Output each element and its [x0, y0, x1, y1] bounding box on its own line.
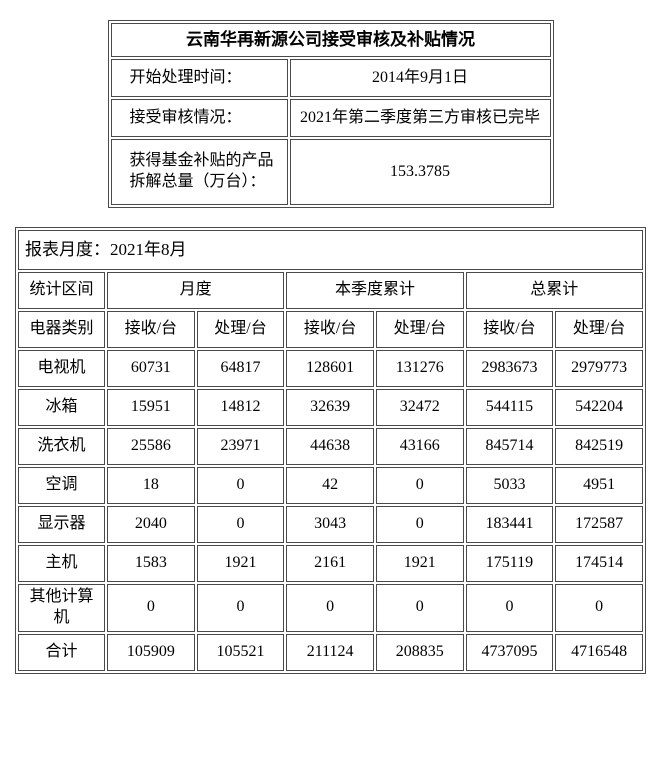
value-cell: 44638 [286, 428, 374, 465]
value-cell: 0 [465, 584, 554, 632]
value-cell: 0 [196, 506, 285, 543]
value-cell: 0 [196, 584, 285, 632]
value-cell: 2040 [107, 506, 195, 543]
info-row-label: 接受审核情况： [110, 99, 288, 137]
period-group-header-total: 总累计 [465, 272, 643, 309]
unit-header-cell: 接收/台 [107, 311, 195, 348]
subsidy-info-table: 云南华再新源公司接受审核及补贴情况 开始处理时间： 2014年9月1日 接受审核… [107, 20, 554, 208]
stat-interval-header: 统计区间 [18, 272, 105, 309]
value-cell: 14812 [196, 389, 285, 426]
value-cell: 542204 [555, 389, 643, 426]
category-column-header: 电器类别 [18, 311, 105, 348]
value-cell: 1921 [375, 545, 464, 582]
info-table-title: 云南华再新源公司接受审核及补贴情况 [110, 23, 551, 57]
value-cell: 0 [286, 584, 374, 632]
value-cell: 64817 [196, 350, 285, 387]
value-cell: 15951 [107, 389, 195, 426]
value-cell: 211124 [286, 633, 374, 671]
unit-header-cell: 处理/台 [375, 311, 464, 348]
category-cell: 显示器 [18, 506, 105, 543]
value-cell: 18 [107, 467, 195, 504]
monthly-report-table: 报表月度：2021年8月 统计区间 月度 本季度累计 总累计 电器类别 接收/台… [15, 227, 646, 674]
value-cell: 175119 [465, 545, 554, 582]
table-row: 云南华再新源公司接受审核及补贴情况 [110, 23, 551, 57]
table-row: 获得基金补贴的产品拆解总量（万台）： 153.3785 [110, 139, 551, 205]
category-cell: 冰箱 [18, 389, 105, 426]
value-cell: 105909 [107, 633, 195, 671]
table-row: 其他计算机 0 0 0 0 0 0 [18, 584, 643, 632]
table-row: 主机 1583 1921 2161 1921 175119 174514 [18, 545, 643, 582]
value-cell: 25586 [107, 428, 195, 465]
table-row: 空调 18 0 42 0 5033 4951 [18, 467, 643, 504]
table-row: 开始处理时间： 2014年9月1日 [110, 59, 551, 97]
value-cell: 4737095 [465, 633, 554, 671]
table-row: 冰箱 15951 14812 32639 32472 544115 542204 [18, 389, 643, 426]
value-cell: 43166 [375, 428, 464, 465]
value-cell: 2983673 [465, 350, 554, 387]
info-row-label: 开始处理时间： [110, 59, 288, 97]
report-month-label: 报表月度：2021年8月 [18, 230, 643, 270]
value-cell: 0 [375, 506, 464, 543]
table-row: 电器类别 接收/台 处理/台 接收/台 处理/台 接收/台 处理/台 [18, 311, 643, 348]
value-cell: 5033 [465, 467, 554, 504]
unit-header-cell: 处理/台 [196, 311, 285, 348]
table-row: 电视机 60731 64817 128601 131276 2983673 29… [18, 350, 643, 387]
value-cell: 60731 [107, 350, 195, 387]
value-cell: 845714 [465, 428, 554, 465]
table-row: 合计 105909 105521 211124 208835 4737095 4… [18, 633, 643, 671]
value-cell: 183441 [465, 506, 554, 543]
info-row-value: 2014年9月1日 [289, 59, 551, 97]
value-cell: 0 [196, 467, 285, 504]
value-cell: 131276 [375, 350, 464, 387]
category-cell: 主机 [18, 545, 105, 582]
value-cell: 174514 [555, 545, 643, 582]
period-group-header-monthly: 月度 [107, 272, 285, 309]
value-cell: 172587 [555, 506, 643, 543]
value-cell: 32472 [375, 389, 464, 426]
value-cell: 0 [375, 584, 464, 632]
total-row-label: 合计 [18, 633, 105, 671]
table-row: 洗衣机 25586 23971 44638 43166 845714 84251… [18, 428, 643, 465]
value-cell: 1921 [196, 545, 285, 582]
table-row: 显示器 2040 0 3043 0 183441 172587 [18, 506, 643, 543]
table-row: 接受审核情况： 2021年第二季度第三方审核已完毕 [110, 99, 551, 137]
value-cell: 1583 [107, 545, 195, 582]
value-cell: 128601 [286, 350, 374, 387]
unit-header-cell: 接收/台 [465, 311, 554, 348]
value-cell: 0 [107, 584, 195, 632]
table-row: 统计区间 月度 本季度累计 总累计 [18, 272, 643, 309]
value-cell: 2979773 [555, 350, 643, 387]
info-row-label: 获得基金补贴的产品拆解总量（万台）： [110, 139, 288, 205]
value-cell: 208835 [375, 633, 464, 671]
value-cell: 23971 [196, 428, 285, 465]
category-cell: 空调 [18, 467, 105, 504]
value-cell: 0 [375, 467, 464, 504]
value-cell: 544115 [465, 389, 554, 426]
value-cell: 42 [286, 467, 374, 504]
value-cell: 4951 [555, 467, 643, 504]
table-row: 报表月度：2021年8月 [18, 230, 643, 270]
period-group-header-quarter: 本季度累计 [286, 272, 464, 309]
unit-header-cell: 处理/台 [555, 311, 643, 348]
info-row-value: 153.3785 [289, 139, 551, 205]
value-cell: 105521 [196, 633, 285, 671]
unit-header-cell: 接收/台 [286, 311, 374, 348]
value-cell: 4716548 [555, 633, 643, 671]
category-cell: 其他计算机 [18, 584, 105, 632]
value-cell: 3043 [286, 506, 374, 543]
info-row-value: 2021年第二季度第三方审核已完毕 [289, 99, 551, 137]
category-cell: 洗衣机 [18, 428, 105, 465]
value-cell: 0 [555, 584, 643, 632]
value-cell: 842519 [555, 428, 643, 465]
value-cell: 32639 [286, 389, 374, 426]
value-cell: 2161 [286, 545, 374, 582]
category-cell: 电视机 [18, 350, 105, 387]
